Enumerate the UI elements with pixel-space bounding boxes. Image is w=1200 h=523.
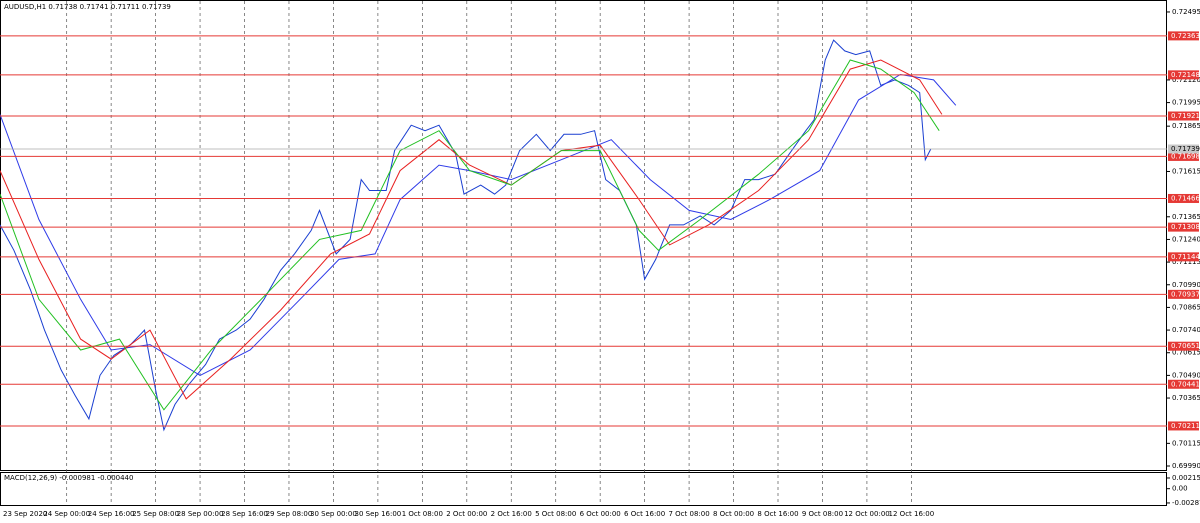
x-tick-label: 6 Oct 16:00 — [624, 510, 665, 518]
level-tag — [1168, 111, 1199, 121]
x-tick-label: 12 Oct 16:00 — [889, 510, 935, 518]
x-tick-label: 30 Sep 16:00 — [355, 510, 402, 518]
level-label: 0.70441 — [1171, 380, 1200, 388]
x-tick-label: 30 Sep 00:00 — [310, 510, 357, 518]
price-line — [0, 39, 932, 432]
y-tick-label: 0.70740 — [1172, 326, 1200, 334]
macd-panel — [0, 472, 1167, 506]
level-label: 0.71466 — [1171, 194, 1200, 202]
x-tick-label: 7 Oct 08:00 — [668, 510, 709, 518]
y-tick-label: 0.71865 — [1172, 122, 1200, 130]
x-tick-label: 29 Sep 08:00 — [266, 510, 313, 518]
level-label: 0.71144 — [1171, 253, 1200, 261]
level-tag — [1168, 289, 1199, 299]
level-tag — [1168, 151, 1199, 161]
level-label: 0.70211 — [1171, 422, 1200, 430]
x-tick-label: 5 Oct 08:00 — [535, 510, 576, 518]
x-tick-label: 25 Sep 08:00 — [132, 510, 179, 518]
y-tick-label: 0.71240 — [1172, 235, 1200, 243]
level-label: 0.72148 — [1171, 71, 1200, 79]
x-tick-label: 24 Sep 00:00 — [43, 510, 90, 518]
x-tick-label: 23 Sep 2020 — [3, 510, 47, 518]
y-tick-label: 0.70615 — [1172, 349, 1200, 357]
level-tag — [1168, 193, 1199, 203]
level-tag — [1168, 421, 1199, 431]
level-label: 0.71308 — [1171, 223, 1200, 231]
level-label: 0.72363 — [1171, 32, 1200, 40]
y-tick-label: 0.71995 — [1172, 99, 1200, 107]
price-line — [0, 59, 940, 411]
x-tick-label: 1 Oct 08:00 — [402, 510, 443, 518]
x-tick-label: 2 Oct 00:00 — [446, 510, 487, 518]
x-tick-label: 9 Oct 08:00 — [802, 510, 843, 518]
y-tick-label: 0.69990 — [1172, 462, 1200, 470]
y-tick-label: 0.71115 — [1172, 258, 1200, 266]
y-tick-label: 0.70990 — [1172, 281, 1200, 289]
y-tick-label: 0.70865 — [1172, 303, 1200, 311]
chart-title: AUDUSD,H1 0.71738 0.71741 0.71711 0.7173… — [4, 3, 171, 11]
y-tick-label: 0.70490 — [1172, 371, 1200, 379]
level-tag — [1168, 222, 1199, 232]
level-tag — [1168, 252, 1199, 262]
level-label: 0.71698 — [1171, 152, 1200, 160]
x-tick-label: 8 Oct 00:00 — [713, 510, 754, 518]
macd-title: MACD(12,26,9) -0.000981 -0.000440 — [4, 474, 133, 482]
x-tick-label: 8 Oct 16:00 — [757, 510, 798, 518]
macd-tick-label: -0.002877 — [1172, 499, 1200, 507]
y-tick-label: 0.70365 — [1172, 394, 1200, 402]
x-tick-label: 6 Oct 00:00 — [580, 510, 621, 518]
level-label: 0.70937 — [1171, 290, 1200, 298]
level-label: 0.70651 — [1171, 342, 1200, 350]
y-tick-label: 0.72120 — [1172, 76, 1200, 84]
level-tag — [1168, 341, 1199, 351]
x-tick-label: 28 Sep 00:00 — [177, 510, 224, 518]
level-label: 0.71921 — [1171, 112, 1200, 120]
y-tick-label: 0.70115 — [1172, 439, 1200, 447]
current-price-tag — [1168, 144, 1199, 154]
level-tag — [1168, 70, 1199, 80]
price-line — [0, 59, 943, 400]
main-panel — [0, 0, 1167, 471]
current-price-label: 0.71739 — [1171, 145, 1200, 153]
y-tick-label: 0.71365 — [1172, 213, 1200, 221]
level-tag — [1168, 31, 1199, 41]
x-tick-label: 12 Oct 00:00 — [844, 510, 890, 518]
macd-tick-label: 0.00 — [1172, 485, 1188, 493]
level-tag — [1168, 379, 1199, 389]
x-tick-label: 2 Oct 16:00 — [491, 510, 532, 518]
x-tick-label: 24 Sep 16:00 — [88, 510, 135, 518]
y-tick-label: 0.71615 — [1172, 167, 1200, 175]
macd-tick-label: 0.002157 — [1172, 474, 1200, 482]
x-tick-label: 28 Sep 16:00 — [221, 510, 268, 518]
y-tick-label: 0.72495 — [1172, 8, 1200, 16]
